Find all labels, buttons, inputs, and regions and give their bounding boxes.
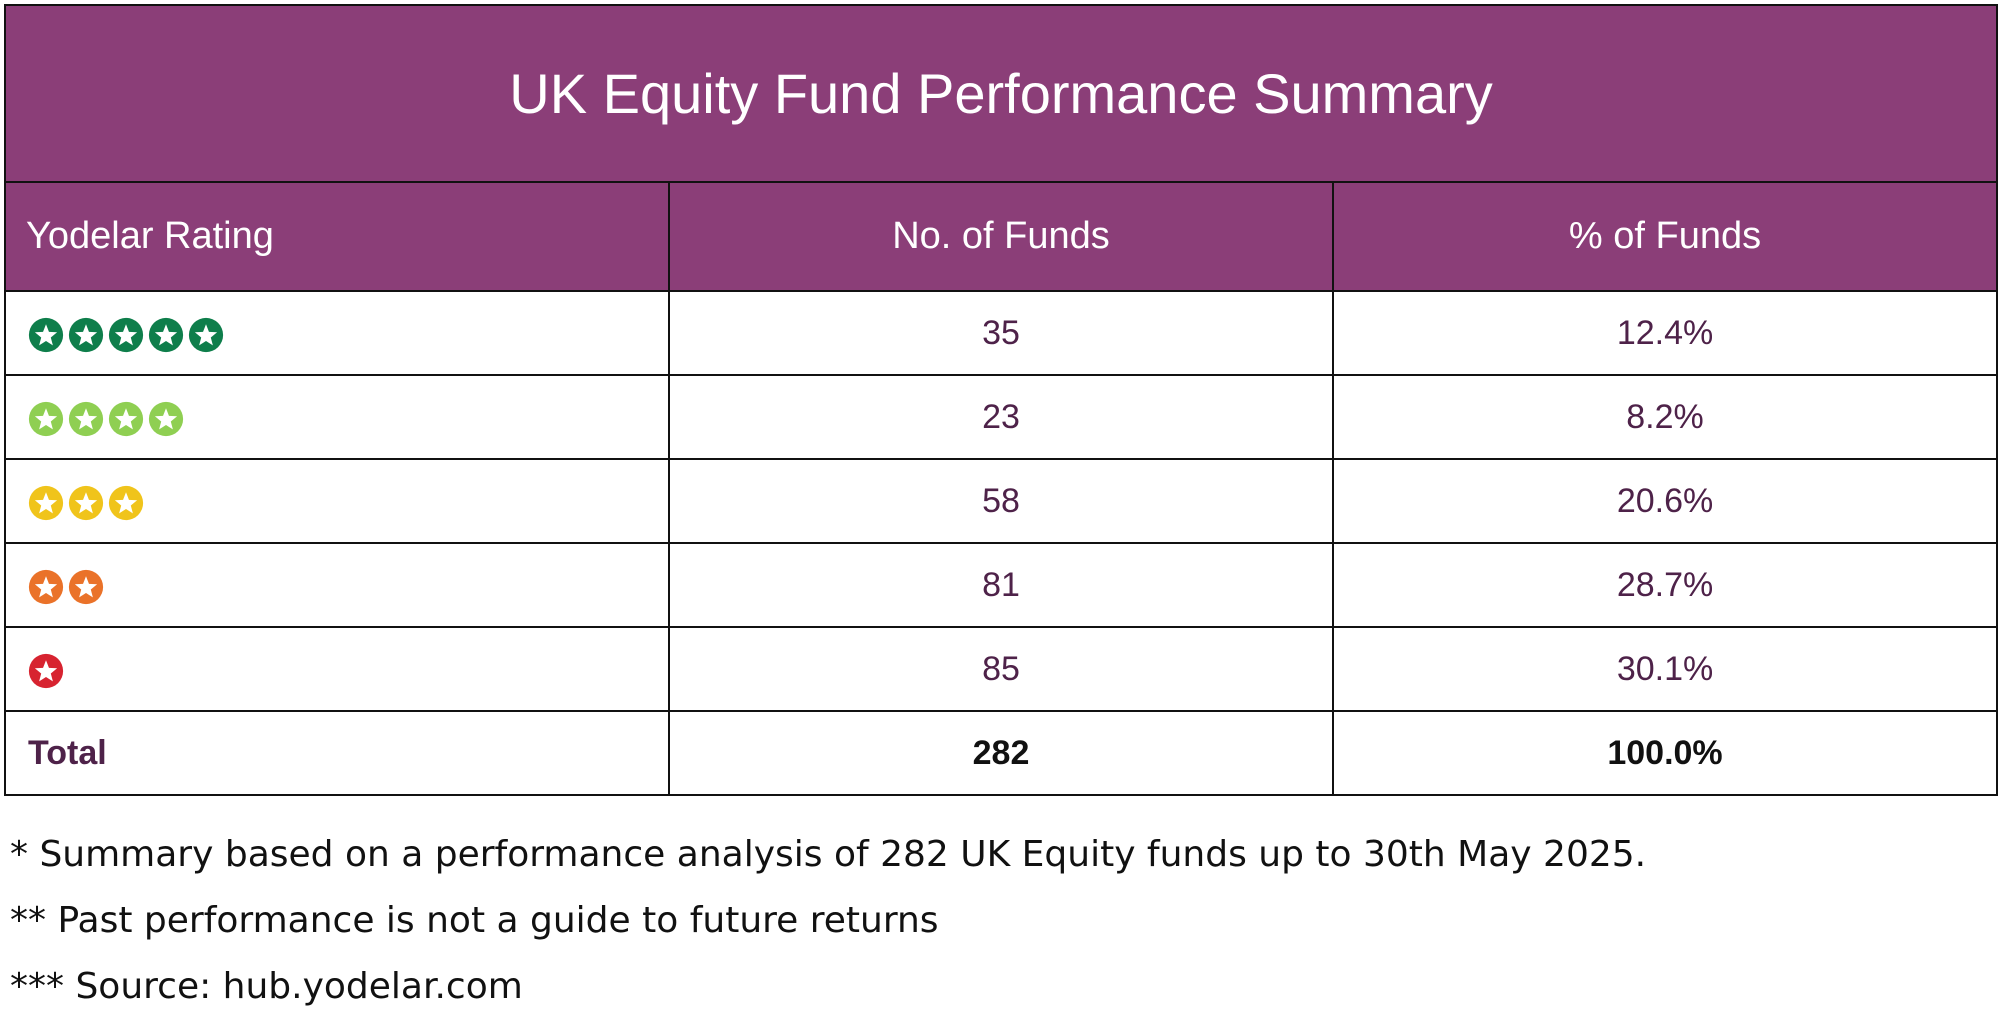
- column-header-percent: % of Funds: [1331, 181, 1999, 292]
- table-row: 23 8.2%: [4, 374, 1999, 460]
- star-icon: [28, 485, 64, 520]
- table-row: 35 12.4%: [4, 290, 1999, 376]
- funds-count: 85: [668, 626, 1334, 712]
- total-row: Total 282 100.0%: [4, 710, 1999, 796]
- total-label: Total: [4, 710, 670, 796]
- star-icon: [68, 401, 104, 436]
- rating-cell: [4, 626, 670, 712]
- funds-count: 81: [668, 542, 1334, 628]
- star-icon: [108, 485, 144, 520]
- funds-percent: 8.2%: [1331, 374, 1999, 460]
- footnote-disclaimer: ** Past performance is not a guide to fu…: [10, 900, 939, 941]
- footnotes: * Summary based on a performance analysi…: [10, 822, 1646, 1020]
- header-row: Yodelar Rating No. of Funds % of Funds: [4, 181, 1999, 292]
- table-row: 58 20.6%: [4, 458, 1999, 544]
- column-header-funds: No. of Funds: [668, 181, 1334, 292]
- rating-cell: [4, 374, 670, 460]
- summary-table: UK Equity Fund Performance Summary Yodel…: [3, 4, 1999, 796]
- star-icon: [68, 485, 104, 520]
- star-icon: [28, 317, 64, 352]
- funds-percent: 30.1%: [1331, 626, 1999, 712]
- rating-cell: [4, 542, 670, 628]
- star-icon: [28, 401, 64, 436]
- star-rating: [28, 401, 184, 437]
- funds-percent: 28.7%: [1331, 542, 1999, 628]
- total-percent: 100.0%: [1331, 710, 1999, 796]
- funds-percent: 20.6%: [1331, 458, 1999, 544]
- table-row: 81 28.7%: [4, 542, 1999, 628]
- star-icon: [108, 317, 144, 352]
- table-row: 85 30.1%: [4, 626, 1999, 712]
- star-icon: [28, 653, 64, 688]
- star-icon: [28, 569, 64, 604]
- star-icon: [108, 401, 144, 436]
- rating-cell: [4, 458, 670, 544]
- total-funds: 282: [668, 710, 1334, 796]
- table-title: UK Equity Fund Performance Summary: [3, 4, 1999, 183]
- star-icon: [68, 317, 104, 352]
- star-rating: [28, 317, 224, 353]
- star-rating: [28, 485, 144, 521]
- star-rating: [28, 569, 104, 605]
- star-icon: [148, 401, 184, 436]
- star-rating: [28, 653, 64, 689]
- funds-percent: 12.4%: [1331, 290, 1999, 376]
- star-icon: [148, 317, 184, 352]
- star-icon: [188, 317, 224, 352]
- funds-count: 58: [668, 458, 1334, 544]
- footnote-source: *** Source: hub.yodelar.com: [10, 966, 523, 1007]
- column-header-rating: Yodelar Rating: [4, 181, 670, 292]
- rating-cell: [4, 290, 670, 376]
- star-icon: [68, 569, 104, 604]
- funds-count: 23: [668, 374, 1334, 460]
- footnote-summary: * Summary based on a performance analysi…: [10, 834, 1647, 875]
- title-row: UK Equity Fund Performance Summary: [3, 4, 1999, 183]
- funds-count: 35: [668, 290, 1334, 376]
